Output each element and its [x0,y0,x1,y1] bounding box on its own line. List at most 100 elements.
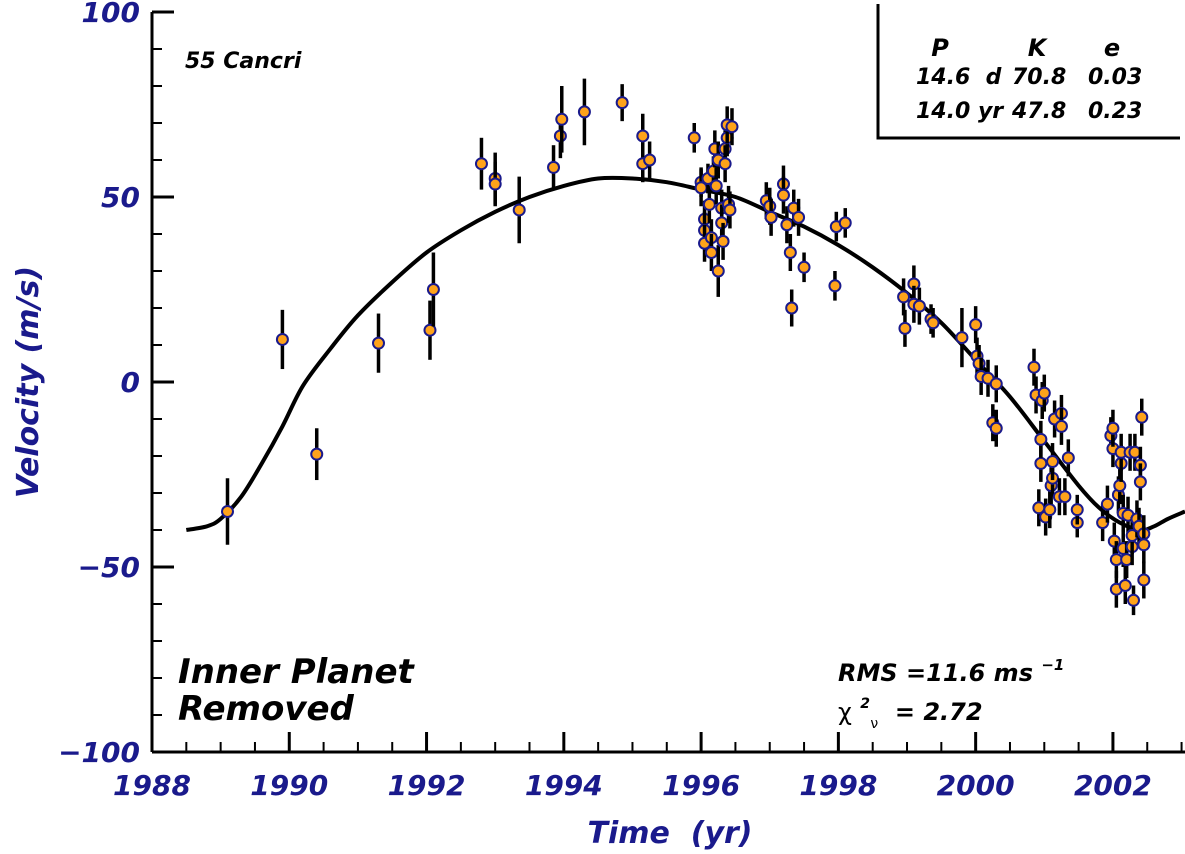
point-marker [1061,451,1075,465]
point-marker [1034,456,1048,470]
point-marker [1034,432,1048,446]
data-point [1034,420,1048,458]
annotation-line-1: Inner Planet [178,652,416,692]
data-point [709,167,723,205]
point-marker [969,318,983,332]
data-point [897,278,911,316]
rms-superscript: −1 [1041,656,1064,674]
y-tick-label: 50 [101,181,140,214]
data-point [718,145,732,183]
point-marker [1058,490,1072,504]
data-point [792,198,806,236]
x-tick-label: 1998 [799,769,877,802]
data-point [926,308,940,338]
chi-subscript: ν [870,716,878,732]
point-marker [1100,497,1114,511]
point-marker [989,377,1003,391]
x-tick-label: 1992 [388,769,466,802]
point-marker [474,157,488,171]
point-marker [1106,421,1120,435]
x-tick-label: 1996 [662,769,740,802]
x-tick-label: 1988 [113,769,191,802]
table-header-e: e [1104,34,1120,62]
data-point [1135,398,1149,436]
table-border [876,4,1180,140]
point-marker [792,210,806,224]
data-point [764,198,778,236]
x-tick-label: 2002 [1074,769,1152,802]
point-marker [711,264,725,278]
point-marker [776,188,790,202]
point-marker [221,505,235,518]
data-point [702,185,716,223]
table-row1-period: 14.6 d [916,65,1002,90]
point-marker [1054,419,1068,433]
point-marker [898,321,912,335]
data-point [426,252,440,327]
point-marker [828,279,842,293]
annotation-line-2: Removed [178,689,355,729]
point-marker [547,160,561,174]
data-point [912,287,926,325]
point-marker [702,197,716,211]
data-point [547,145,561,190]
point-marker [1137,573,1151,587]
data-point [1061,439,1075,477]
point-marker [989,421,1003,435]
data-point [1054,407,1068,445]
data-point [785,289,799,327]
model-curve-layer [185,175,1185,533]
data-point [1096,504,1110,542]
y-tick-label: −100 [58,736,140,769]
data-point [1070,494,1084,525]
data-point [643,141,657,179]
data-point [716,222,730,260]
table-row1-e: 0.03 [1088,65,1142,90]
y-axis-title: Velocity (m/s) [11,266,46,498]
data-point [221,478,235,545]
data-point [310,428,324,481]
table-row2-period: 14.0 yr [916,99,1004,124]
data-point [555,86,569,153]
data-point [1046,443,1060,481]
chi-symbol: χ [838,698,852,726]
data-point [783,234,797,271]
point-marker [797,260,811,274]
data-point [1127,585,1141,616]
point-marker [723,203,737,217]
data-point [1133,463,1147,501]
point-marker [972,357,986,370]
data-point [989,409,1003,447]
data-point [577,78,591,146]
data-point [838,208,852,238]
keplerian-fit-curve [185,175,1185,533]
x-axis-title: Time (yr) [587,816,752,851]
point-marker [1027,360,1041,374]
data-point [1106,409,1120,447]
chi-square-stat: χ 2 ν = 2.72 [838,686,983,734]
point-marker [1118,579,1132,592]
data-point [797,252,811,283]
point-marker [1070,503,1084,517]
point-marker [1137,538,1151,552]
data-point [1027,348,1041,386]
point-marker [643,153,657,167]
point-marker [1135,410,1149,424]
data-point [1137,526,1151,564]
data-point [989,365,1003,403]
x-tick-label: 1994 [525,769,603,802]
point-marker [1127,593,1141,607]
point-marker [310,447,324,461]
chi-superscript: 2 [860,696,870,712]
x-tick-label: 2000 [937,769,1015,802]
table-row2-e: 0.23 [1088,99,1142,124]
data-point [711,245,725,297]
point-marker [512,203,526,217]
point-marker [1043,503,1057,517]
point-marker [704,246,718,259]
data-point [723,191,737,229]
data-point [1032,489,1046,527]
point-marker [912,299,926,313]
data-point [898,309,912,347]
